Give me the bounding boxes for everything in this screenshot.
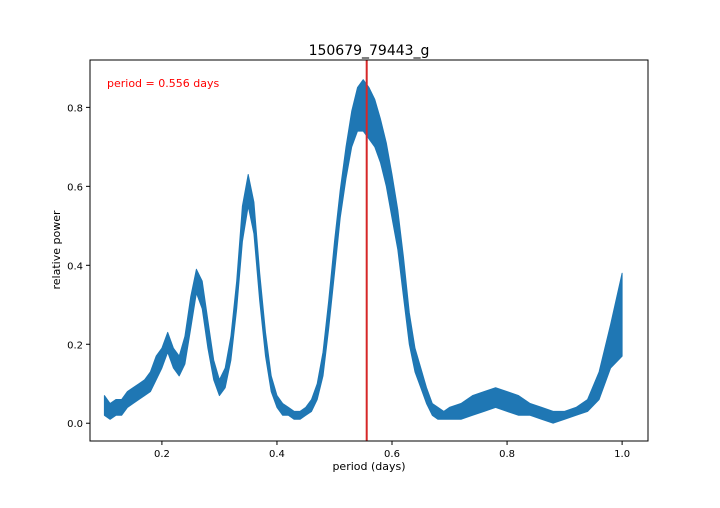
series-band [103, 79, 623, 424]
x-tick-label: 0.8 [499, 449, 515, 460]
y-tick-label: 0.0 [67, 419, 83, 430]
series-layer [103, 79, 623, 424]
chart-title: 150679_79443_g [309, 43, 430, 59]
x-tick-label: 0.2 [154, 449, 170, 460]
y-tick-label: 0.6 [67, 182, 83, 193]
y-axis-label: relative power [50, 210, 63, 289]
x-tick-label: 1.0 [614, 449, 630, 460]
y-axis: 0.0 0.2 0.4 0.6 0.8 [67, 103, 90, 430]
period-annotation: period = 0.556 days [107, 77, 219, 90]
y-tick-label: 0.4 [67, 261, 83, 272]
x-axis-label: period (days) [332, 460, 405, 473]
x-tick-label: 0.6 [384, 449, 400, 460]
plot-frame [89, 59, 649, 442]
x-axis: 0.2 0.4 0.6 0.8 1.0 [154, 441, 630, 460]
x-tick-label: 0.4 [269, 449, 285, 460]
y-tick-label: 0.2 [67, 340, 83, 351]
y-tick-label: 0.8 [67, 103, 83, 114]
